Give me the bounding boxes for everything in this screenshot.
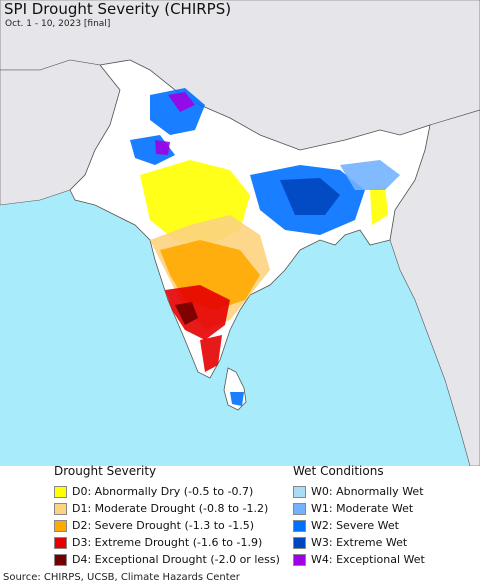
legend-swatch xyxy=(54,485,67,498)
drought-patches xyxy=(140,160,388,372)
legend-item-w1: W1: Moderate Wet xyxy=(293,500,425,517)
legend-item-w3: W3: Extreme Wet xyxy=(293,534,425,551)
d0-northeast xyxy=(370,185,388,225)
wet-patches xyxy=(130,88,400,406)
legend-swatch xyxy=(293,553,306,566)
legend-swatch xyxy=(293,485,306,498)
legend-swatch xyxy=(293,536,306,549)
w1-northeast xyxy=(340,160,400,190)
legend-label: D1: Moderate Drought (-0.8 to -1.2) xyxy=(72,502,269,515)
legend-item-d0: D0: Abnormally Dry (-0.5 to -0.7) xyxy=(54,483,280,500)
legend-swatch xyxy=(54,519,67,532)
legend-label: W1: Moderate Wet xyxy=(311,502,414,515)
legend-label: D4: Exceptional Drought (-2.0 or less) xyxy=(72,553,280,566)
map-subtitle: Oct. 1 - 10, 2023 [final] xyxy=(5,19,111,29)
legend-swatch xyxy=(54,502,67,515)
legend-label: D0: Abnormally Dry (-0.5 to -0.7) xyxy=(72,485,254,498)
drought-map xyxy=(0,0,480,466)
w2-sri-lanka xyxy=(230,392,244,406)
drought-legend: D0: Abnormally Dry (-0.5 to -0.7) D1: Mo… xyxy=(54,483,280,568)
d3-karnataka xyxy=(165,285,230,340)
legend-label: W3: Extreme Wet xyxy=(311,536,408,549)
legend-swatch xyxy=(293,502,306,515)
wet-legend-title: Wet Conditions xyxy=(293,464,384,478)
w4-northwest xyxy=(155,140,170,155)
legend-item-d4: D4: Exceptional Drought (-2.0 or less) xyxy=(54,551,280,568)
legend-label: D2: Severe Drought (-1.3 to -1.5) xyxy=(72,519,255,532)
map-title: SPI Drought Severity (CHIRPS) xyxy=(4,0,232,18)
legend-label: D3: Extreme Drought (-1.6 to -1.9) xyxy=(72,536,263,549)
legend-item-d2: D2: Severe Drought (-1.3 to -1.5) xyxy=(54,517,280,534)
legend-item-w0: W0: Abnormally Wet xyxy=(293,483,425,500)
legend-item-w4: W4: Exceptional Wet xyxy=(293,551,425,568)
w2-north xyxy=(150,88,205,135)
legend-item-w2: W2: Severe Wet xyxy=(293,517,425,534)
w3-east-core xyxy=(280,178,340,215)
drought-legend-title: Drought Severity xyxy=(54,464,157,478)
legend-item-d1: D1: Moderate Drought (-0.8 to -1.2) xyxy=(54,500,280,517)
d4-karnataka xyxy=(175,302,198,325)
legend-swatch xyxy=(54,553,67,566)
d3-tamil-nadu xyxy=(200,335,222,372)
wet-legend: W0: Abnormally Wet W1: Moderate Wet W2: … xyxy=(293,483,425,568)
w4-north xyxy=(168,92,195,112)
legend-label: W2: Severe Wet xyxy=(311,519,399,532)
legend-label: W4: Exceptional Wet xyxy=(311,553,425,566)
source-note: Source: CHIRPS, UCSB, Climate Hazards Ce… xyxy=(3,572,240,583)
legend-swatch xyxy=(293,519,306,532)
legend-swatch xyxy=(54,536,67,549)
legend-item-d3: D3: Extreme Drought (-1.6 to -1.9) xyxy=(54,534,280,551)
legend-label: W0: Abnormally Wet xyxy=(311,485,424,498)
